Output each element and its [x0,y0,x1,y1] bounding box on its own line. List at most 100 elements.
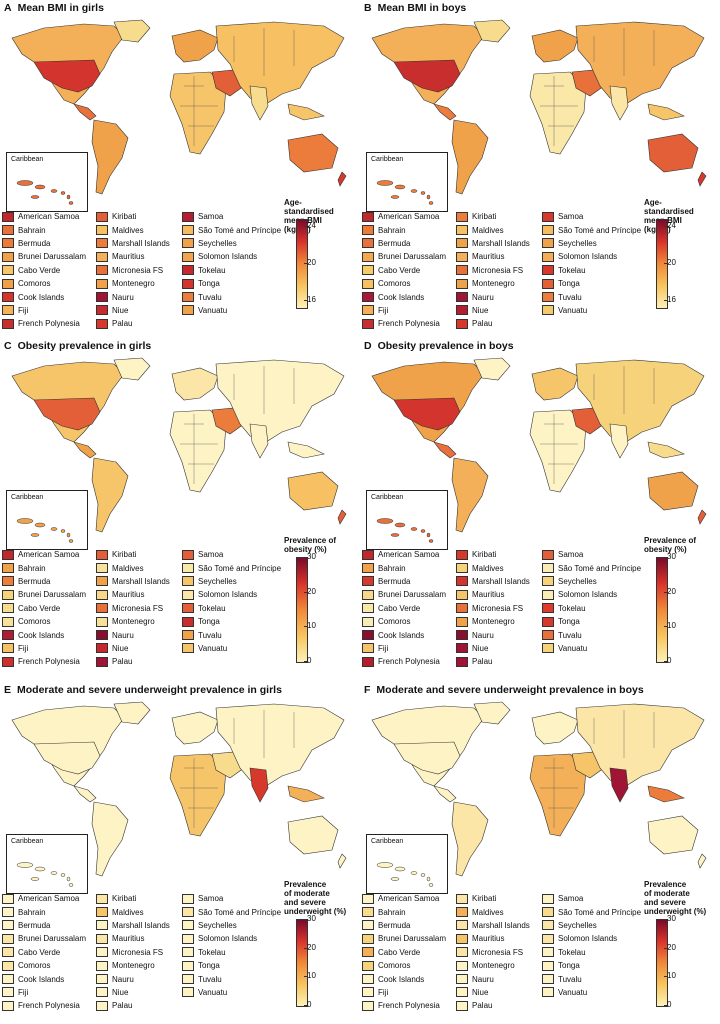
legend-item: Marshall Islands [456,237,544,250]
island [426,532,431,538]
legend-swatch [182,563,194,574]
island [394,184,406,190]
legend-column: Kiribati Maldives Marshall Islands Mauritiu… [96,892,184,1013]
legend-column: Samoa São Tomé and Príncipe Seychelles Solo… [182,892,281,999]
legend-item: Bermuda [362,575,450,588]
island [50,871,58,875]
legend-swatch [182,630,194,641]
scale-title-line: mean BMI (kg/m²) [644,216,682,234]
legend-label: Comoros [18,617,51,627]
region-sa [451,801,489,877]
legend-item: Cook Islands [362,628,450,641]
panel-a: A Mean BMI in girls Caribbean American Samo… [0,2,350,332]
legend-label: Marshall Islands [472,920,530,930]
legend-label: Niue [112,987,129,997]
legend-swatch [456,305,468,316]
legend-swatch [182,292,194,303]
legend-swatch [456,238,468,249]
legend-swatch [456,643,468,654]
legend-item: Nauru [96,972,184,985]
legend-label: Vanuatu [558,643,588,653]
caribbean-inset: Caribbean [366,152,448,212]
legend-label: Kiribati [112,212,137,222]
legend-item: Tonga [542,277,630,290]
island [68,883,74,887]
legend-label: Seychelles [558,576,597,586]
legend-item: Kiribati [96,892,184,905]
legend-item: Palau [96,655,184,668]
legend-item: Micronesia FS [456,264,544,277]
region-ind [609,85,629,121]
legend-swatch [182,238,194,249]
legend-swatch [542,576,554,587]
legend-item: Samoa [542,892,630,905]
legend-item: Palau [96,317,184,330]
legend-label: Nauru [112,630,134,640]
legend-label: Fiji [378,987,389,997]
legend-label: Maldives [472,907,504,917]
legend-swatch [182,893,194,904]
legend-swatch [362,656,374,667]
region-eu [531,711,579,745]
legend-swatch [362,211,374,222]
legend-item: Maldives [96,561,184,574]
legend-swatch [2,656,14,667]
legend-item: Micronesia FS [96,264,184,277]
legend-item: Seychelles [542,575,630,588]
legend-item: Montenegro [96,277,184,290]
legend-swatch [182,278,194,289]
legend-label: Montenegro [472,279,515,289]
island [16,862,34,868]
legend-item: American Samoa [2,210,90,223]
region-sa [451,457,489,533]
legend-item: Bermuda [2,237,90,250]
legend-item: Seychelles [542,919,630,932]
legend-label: Nauru [472,630,494,640]
scale-gradient-bar [296,919,308,1007]
region-sea [647,441,685,459]
legend-label: São Tomé and Príncipe [558,563,642,573]
legend-label: Cabo Verde [378,603,421,613]
region-ca [433,785,457,803]
legend-swatch [362,225,374,236]
legend-swatch [362,1000,374,1011]
legend-item: Bahrain [2,561,90,574]
legend-label: Tuvalu [558,292,582,302]
panel-title: D Obesity prevalence in boys [364,340,514,352]
legend-swatch [2,305,14,316]
region-grn [473,701,511,725]
world-map: Caribbean [4,698,348,894]
legend-swatch [2,947,14,958]
legend-label: Bermuda [378,920,411,930]
legend-label: French Polynesia [18,657,80,667]
caribbean-inset: Caribbean [6,152,88,212]
legend-swatch [96,549,108,560]
legend-swatch [96,278,108,289]
legend-item: Brunei Darussalam [362,250,450,263]
legend-label: Tonga [198,617,220,627]
scale-title: Prevalence of obesity (%) [644,536,710,554]
legend-swatch [542,589,554,600]
legend-label: Fiji [378,643,389,653]
scale-tick-label: 30 [304,914,316,923]
region-ca [73,785,97,803]
scale-tick-label: 20 [304,942,316,952]
legend-item: Tonga [182,959,270,972]
legend-item: Mauritius [96,588,184,601]
legend-label: Vanuatu [198,643,228,653]
legend-item: Vanuatu [542,986,630,999]
legend-item: Samoa [542,210,630,223]
legend-item: Cabo Verde [2,264,90,277]
legend-swatch [2,920,14,931]
region-grn [113,701,151,725]
legend-item: American Samoa [2,548,90,561]
legend-item: Tuvalu [182,972,270,985]
legend-item: French Polynesia [362,317,450,330]
region-sea [287,103,325,121]
legend-item: Cook Islands [2,290,90,303]
scale-title-line: Age-standardised [284,198,334,216]
legend-swatch [96,960,108,971]
legend-item: Fiji [2,304,90,317]
legend-item: Samoa [182,210,270,223]
legend-item: Nauru [456,628,544,641]
